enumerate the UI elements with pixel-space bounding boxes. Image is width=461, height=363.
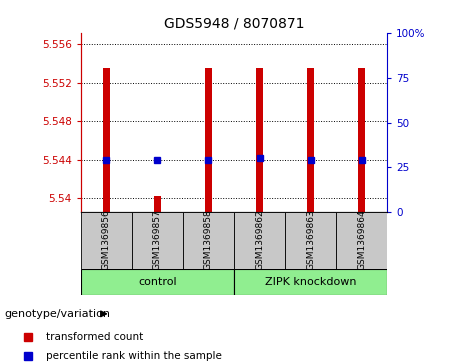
Text: ZIPK knockdown: ZIPK knockdown <box>265 277 356 287</box>
Title: GDS5948 / 8070871: GDS5948 / 8070871 <box>164 16 304 30</box>
Bar <box>285 212 336 269</box>
Bar <box>183 212 234 269</box>
Bar <box>336 212 387 269</box>
Text: GSM1369857: GSM1369857 <box>153 209 162 270</box>
Text: percentile rank within the sample: percentile rank within the sample <box>46 351 222 361</box>
Text: GSM1369864: GSM1369864 <box>357 209 366 270</box>
Text: GSM1369863: GSM1369863 <box>306 209 315 270</box>
Bar <box>256 68 263 212</box>
Bar <box>358 68 365 212</box>
Bar <box>205 68 212 212</box>
Text: genotype/variation: genotype/variation <box>5 309 111 319</box>
Text: control: control <box>138 277 177 287</box>
Bar <box>81 269 234 295</box>
Bar <box>154 196 160 212</box>
Bar <box>81 212 132 269</box>
Bar <box>234 212 285 269</box>
Bar <box>234 269 387 295</box>
Bar <box>132 212 183 269</box>
Bar <box>307 68 314 212</box>
Text: GSM1369856: GSM1369856 <box>102 209 111 270</box>
Bar <box>103 68 110 212</box>
Text: GSM1369862: GSM1369862 <box>255 209 264 270</box>
Text: GSM1369858: GSM1369858 <box>204 209 213 270</box>
Text: transformed count: transformed count <box>46 332 143 342</box>
